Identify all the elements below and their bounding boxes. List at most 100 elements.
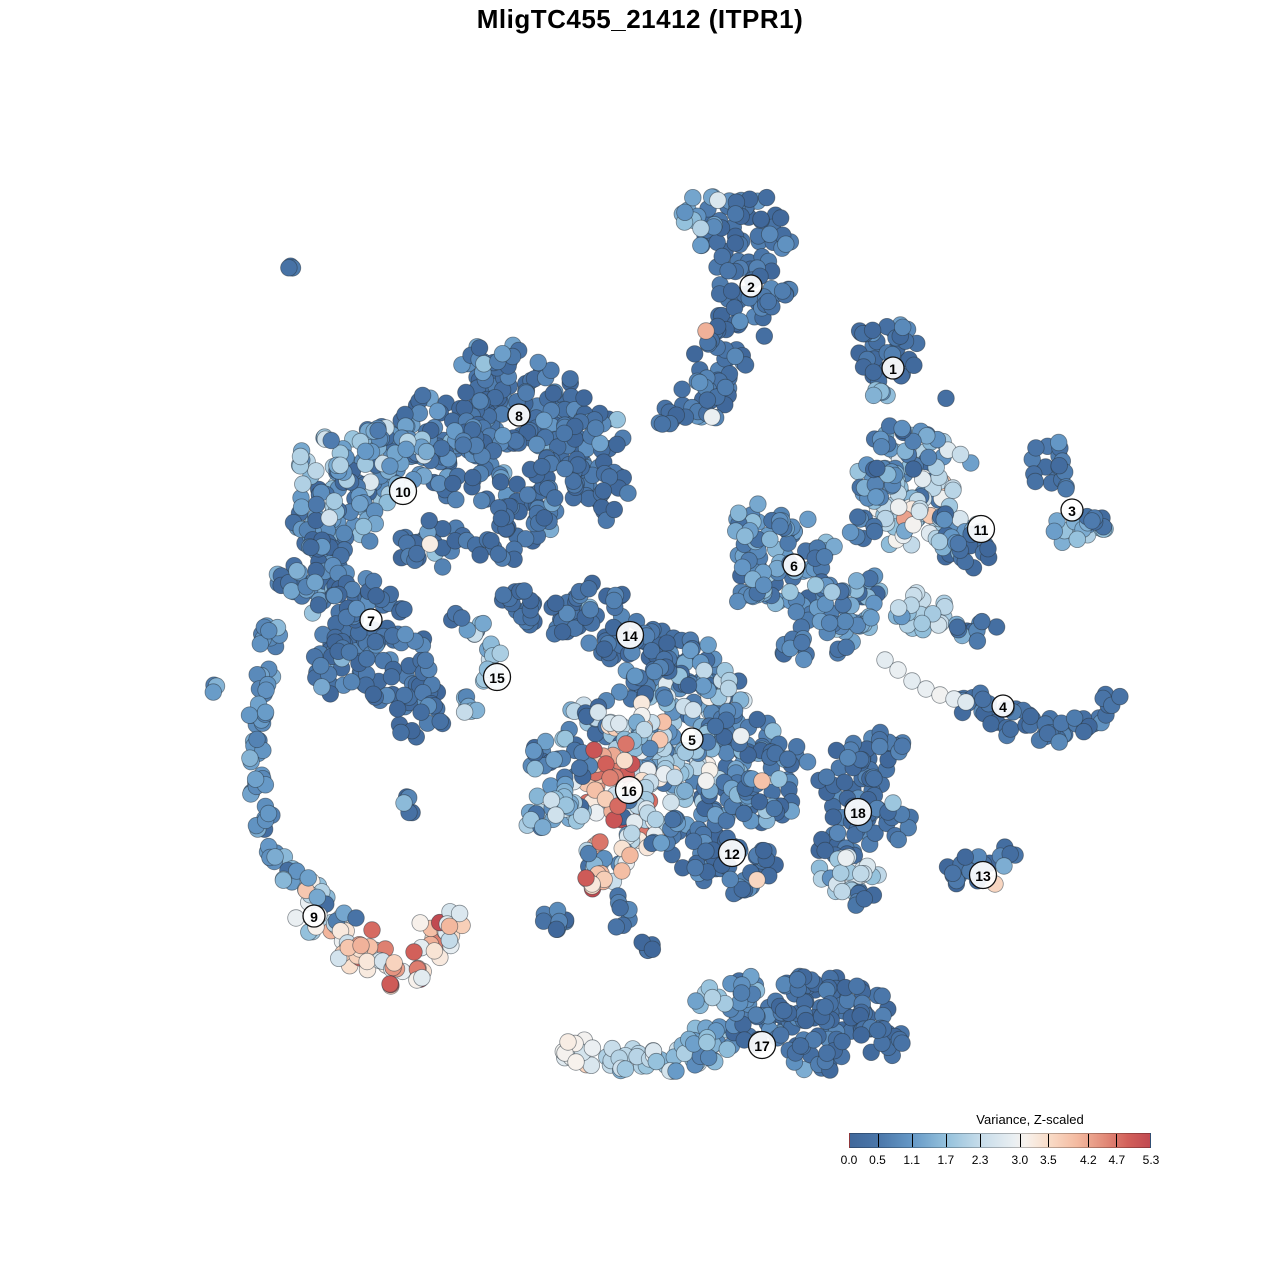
scatter-point [889,599,908,617]
scatter-point [816,998,834,1016]
scatter-point [894,318,912,337]
scatter-point [905,356,923,375]
scatter-point [703,988,722,1007]
colorbar-tick-label: 4.7 [1108,1153,1126,1167]
colorbar-tick-line [912,1134,914,1147]
cluster-label-10: 10 [388,476,418,506]
scatter-point [995,857,1013,875]
scatter-point [797,1011,815,1030]
colorbar-tick-line [980,1134,982,1147]
scatter-point [944,481,962,500]
scatter-point [662,793,680,812]
scatter-point [287,909,305,927]
scatter-point [686,345,704,363]
scatter-point [413,386,432,405]
scatter-point [666,768,684,787]
scatter-point [356,442,375,461]
scatter-point [299,869,318,887]
scatter-point [833,882,851,901]
scatter-point [608,435,626,454]
scatter-point [594,482,613,500]
scatter-point [325,587,344,605]
scatter-point [546,489,564,507]
colorbar-tick-line [1087,1134,1089,1147]
cluster-label-text: 17 [754,1038,770,1054]
cluster-label-9: 9 [302,904,326,928]
colorbar-tick-label: 5.3 [1142,1153,1160,1167]
scatter-point [491,473,510,491]
scatter-point [692,219,710,238]
scatter-point [246,770,265,788]
scatter-point [605,500,624,519]
colorbar-tick-line [1019,1134,1021,1147]
scatter-point [470,339,489,357]
scatter-point [723,282,741,300]
scatter-point [868,459,886,478]
scatter-point [695,661,713,680]
scatter-point [755,841,773,860]
scatter-point [791,1037,810,1055]
scatter-point [679,676,698,695]
scatter-point [320,509,339,527]
scatter-point [589,703,607,721]
scatter-point [646,810,665,829]
scatter-point [987,618,1006,636]
scatter-point [884,794,902,812]
scatter-point [731,312,749,331]
scatter-point [684,701,702,719]
cluster-label-text: 9 [310,909,318,925]
scatter-point [656,689,674,707]
scatter-point [818,1044,836,1062]
scatter-point [280,259,298,277]
cluster-label-15: 15 [482,662,512,692]
cluster-label-16: 16 [614,775,644,805]
scatter-point [450,904,469,923]
scatter-point [626,667,644,685]
scatter-point [889,661,907,679]
scatter-point [781,583,799,601]
scatter-point [453,609,471,627]
scatter-point [605,591,623,610]
scatter-point [836,612,854,631]
cluster-label-text: 14 [622,628,638,644]
cluster-label-text: 2 [747,279,755,295]
scatter-point [835,773,854,792]
scatter-point [852,1026,871,1044]
scatter-point [381,975,399,993]
cluster-label-6: 6 [782,553,806,577]
scatter-point [948,618,967,636]
cluster-label-text: 11 [974,522,989,538]
scatter-point [256,703,275,722]
scatter-point [623,824,641,843]
scatter-point [890,498,908,516]
cluster-label-text: 13 [975,868,991,884]
scatter-point [951,445,970,464]
scatter-point [869,1021,887,1040]
scatter-point [309,596,328,614]
scatter-point [889,831,908,849]
scatter-point [733,558,752,577]
scatter-point [726,347,744,366]
scatter-point [381,457,399,475]
colorbar-tick-line [946,1134,948,1147]
scatter-point [274,871,293,889]
scatter-point [753,772,771,790]
scatter-point [761,530,779,549]
scatter-point [251,635,269,653]
scatter-point [748,871,766,889]
scatter-point [773,282,792,300]
scatter-point [642,642,661,660]
scatter-point [841,523,860,542]
scatter-point [564,472,583,490]
scatter-point [726,205,745,223]
scatter-point [1001,720,1020,738]
cluster-label-5: 5 [680,727,704,751]
scatter-point [761,225,779,244]
scatter-point [615,751,634,770]
scatter-point [956,848,975,866]
scatter-point [396,625,415,644]
scatter-point [871,737,889,756]
scatter-point [686,859,704,877]
scatter-point [491,644,510,663]
scatter-point [392,723,410,742]
